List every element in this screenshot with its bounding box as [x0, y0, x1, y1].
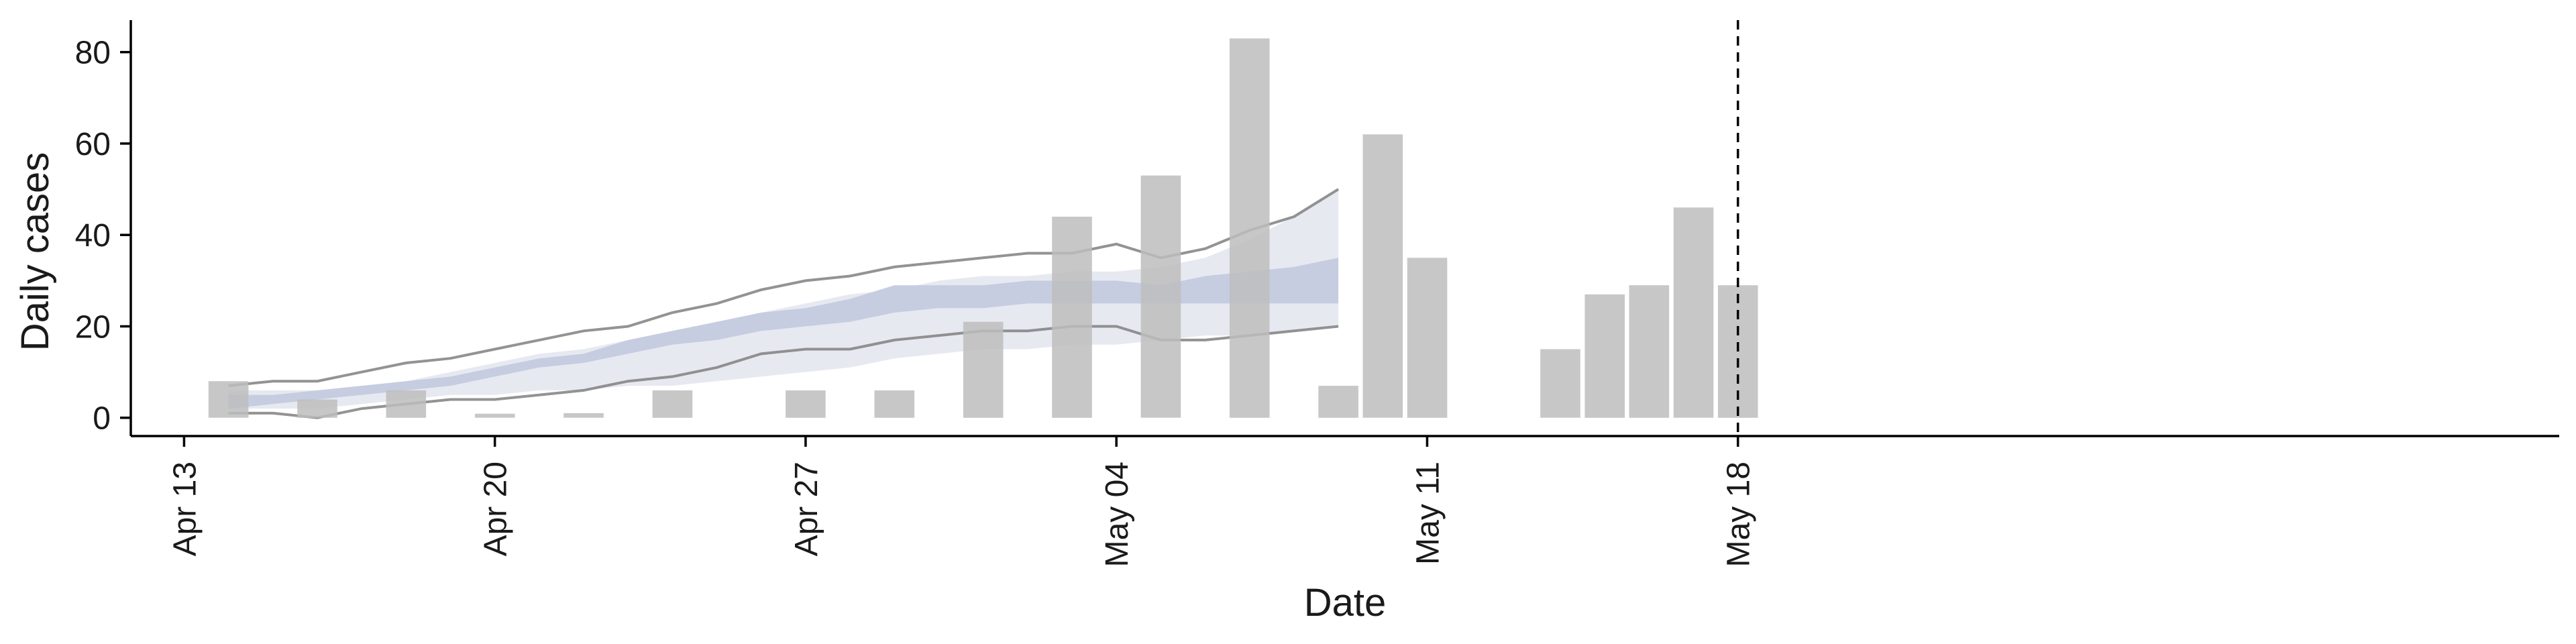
- reported-case-bars: [208, 38, 1758, 418]
- case-bar: [1540, 349, 1580, 418]
- y-tick-label: 20: [75, 309, 111, 345]
- y-tick-label: 80: [75, 36, 111, 71]
- case-bar: [474, 413, 515, 418]
- case-bar: [297, 399, 337, 418]
- x-axis-title: Date: [1304, 581, 1387, 625]
- case-bar: [386, 390, 427, 418]
- case-bar: [1052, 217, 1092, 418]
- x-tick-label: Apr 27: [789, 462, 824, 556]
- y-tick-label: 0: [93, 401, 111, 437]
- case-bar: [874, 390, 915, 418]
- case-bar: [1318, 386, 1358, 418]
- x-tick-label: Apr 20: [478, 462, 514, 556]
- case-bar: [564, 413, 604, 418]
- case-bar: [1585, 294, 1625, 418]
- axes: 0 20 40 60 80 Apr 13 Apr 20 Apr 27 May 04 May 11 M…: [75, 20, 2559, 567]
- case-bar: [786, 390, 826, 418]
- case-bar: [1407, 258, 1448, 418]
- case-bar: [208, 381, 249, 418]
- case-bar: [652, 390, 693, 418]
- case-bar: [1629, 285, 1670, 418]
- y-tick-label: 40: [75, 218, 111, 254]
- x-tick-label: May 18: [1721, 462, 1757, 567]
- x-tick-label: Apr 13: [167, 462, 203, 556]
- x-tick-label: May 11: [1410, 462, 1446, 565]
- case-bar: [1673, 207, 1714, 418]
- y-tick-label: 60: [75, 127, 111, 162]
- y-axis-title: Daily cases: [13, 152, 57, 352]
- case-bar: [1229, 38, 1270, 418]
- case-bar: [1140, 175, 1181, 418]
- case-bar: [1362, 134, 1403, 418]
- x-tick-label: May 04: [1099, 462, 1135, 567]
- case-bar: [963, 321, 1004, 418]
